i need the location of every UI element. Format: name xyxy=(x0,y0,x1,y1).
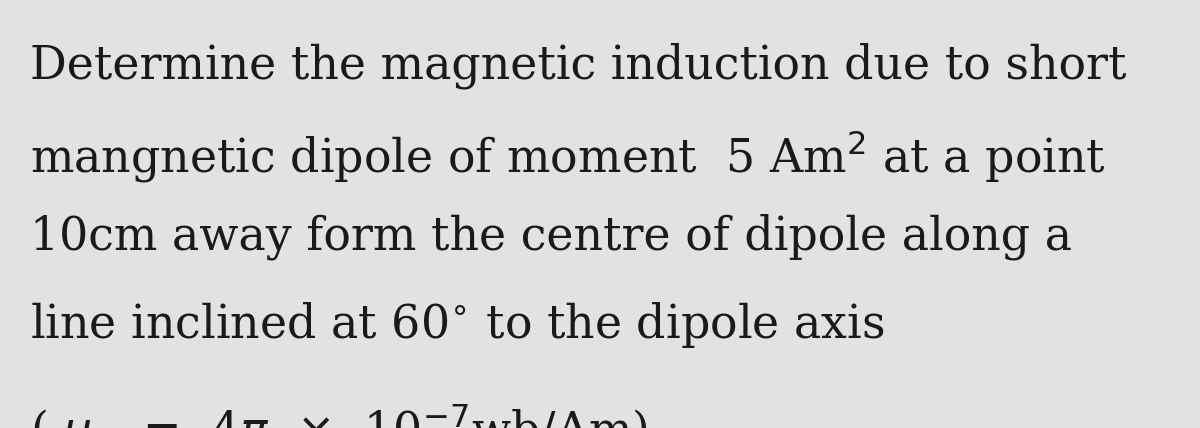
Text: 10cm away form the centre of dipole along a: 10cm away form the centre of dipole alon… xyxy=(30,214,1072,261)
Text: Determine the magnetic induction due to short: Determine the magnetic induction due to … xyxy=(30,43,1127,89)
Text: mangnetic dipole of moment  5 Am$^{2}$ at a point: mangnetic dipole of moment 5 Am$^{2}$ at… xyxy=(30,128,1106,184)
Text: ( $\mu_{0}$  =  4$\pi$  $\times$  10$^{-7}$wb/Am): ( $\mu_{0}$ = 4$\pi$ $\times$ 10$^{-7}$w… xyxy=(30,402,648,428)
Text: line inclined at 60$^{\circ}$ to the dipole axis: line inclined at 60$^{\circ}$ to the dip… xyxy=(30,300,884,350)
